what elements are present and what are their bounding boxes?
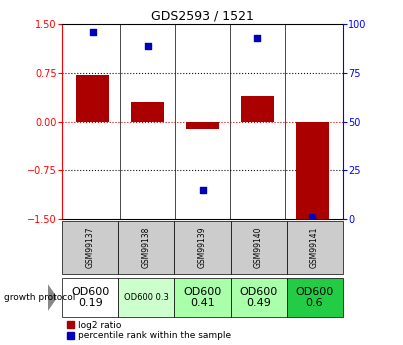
- Text: OD600 0.3: OD600 0.3: [124, 293, 169, 302]
- Bar: [241, 96, 274, 122]
- Bar: [131, 102, 164, 122]
- Bar: [62, 221, 118, 274]
- Bar: [287, 221, 343, 274]
- Point: [89, 29, 96, 35]
- Point: [199, 187, 206, 193]
- Legend: log2 ratio, percentile rank within the sample: log2 ratio, percentile rank within the s…: [67, 321, 231, 341]
- Point: [254, 35, 261, 41]
- Bar: [231, 221, 287, 274]
- Bar: [76, 75, 109, 122]
- Text: OD600
0.19: OD600 0.19: [71, 287, 110, 308]
- Text: OD600
0.41: OD600 0.41: [183, 287, 222, 308]
- Text: growth protocol: growth protocol: [4, 293, 75, 302]
- Bar: [296, 122, 329, 219]
- Text: GSM99140: GSM99140: [254, 227, 263, 268]
- Point: [144, 43, 151, 48]
- Bar: [287, 278, 343, 317]
- Text: OD600
0.49: OD600 0.49: [239, 287, 278, 308]
- Text: GSM99137: GSM99137: [86, 227, 95, 268]
- Text: OD600
0.6: OD600 0.6: [295, 287, 334, 308]
- Bar: [186, 122, 219, 129]
- Bar: [62, 278, 118, 317]
- Text: GSM99139: GSM99139: [198, 227, 207, 268]
- Bar: [231, 278, 287, 317]
- Point: [309, 214, 316, 220]
- Bar: [174, 278, 231, 317]
- Polygon shape: [48, 285, 56, 310]
- Bar: [118, 278, 174, 317]
- Text: GSM99141: GSM99141: [310, 227, 319, 268]
- Bar: [174, 221, 231, 274]
- Title: GDS2593 / 1521: GDS2593 / 1521: [151, 10, 254, 23]
- Text: GSM99138: GSM99138: [142, 227, 151, 268]
- Bar: [118, 221, 174, 274]
